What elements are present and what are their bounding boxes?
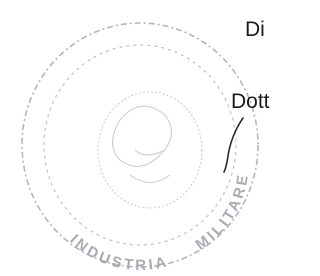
stamp-bottom-text: INDUSTRIA	[67, 231, 171, 274]
stamp-top-text: MILITARE	[193, 171, 253, 253]
stamp-bottom-text-path: INDUSTRIA	[67, 231, 171, 274]
text-line: Dott	[231, 90, 270, 113]
stamp-inner-ring	[44, 45, 236, 245]
document: MILITARE INDUSTRIA Di Dott	[0, 0, 272, 276]
signature-stroke	[224, 118, 243, 172]
stamp-top-text-path: MILITARE	[193, 171, 253, 253]
text-line: Di	[245, 18, 265, 41]
stamp-emblem-detail	[113, 106, 172, 182]
page: MILITARE INDUSTRIA Di Dott (() => { cons…	[0, 0, 272, 276]
stamp: MILITARE INDUSTRIA	[22, 23, 258, 274]
